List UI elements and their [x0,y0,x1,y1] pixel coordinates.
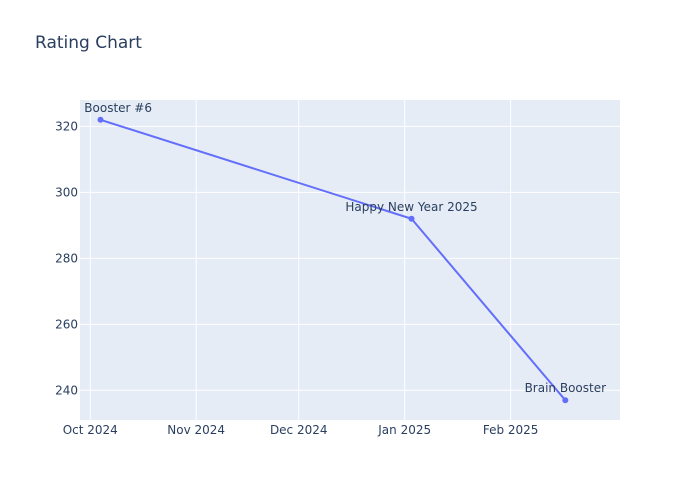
data-point [562,397,569,404]
x-tick-label: Oct 2024 [63,423,118,437]
x-tick-label: Jan 2025 [377,423,431,437]
data-label: Happy New Year 2025 [345,200,477,214]
data-labels-group: Brain Booster #6 Happy New Year 2025 Brain… [49,101,607,395]
y-tick-label: 320 [55,119,78,133]
y-tick-label: 260 [55,317,78,331]
series-group [97,116,569,404]
y-tick-label: 240 [55,383,78,397]
data-label: Brain Booster [525,381,607,395]
data-point [97,116,104,123]
gridlines [80,100,620,420]
x-tick-label: Feb 2025 [483,423,539,437]
x-tick-label: Nov 2024 [167,423,225,437]
x-tick-label: Dec 2024 [270,423,328,437]
y-tick-label: 280 [55,251,78,265]
chart-title: Rating Chart [35,33,142,53]
plot-background [80,100,620,420]
y-tick-label: 300 [55,185,78,199]
data-point [408,215,415,222]
x-axis: Oct 2024 Nov 2024 Dec 2024 Jan 2025 Feb 2025 [63,423,539,437]
data-label: Brain Booster #6 [49,101,152,115]
y-axis: 240 260 280 300 320 [55,119,78,397]
